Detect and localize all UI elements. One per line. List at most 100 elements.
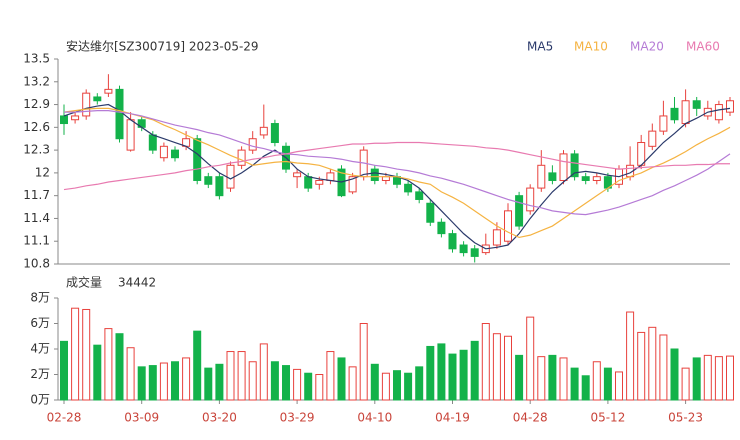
- candle-body: [537, 164, 546, 189]
- volume-bar: [581, 375, 590, 401]
- candle-body: [304, 176, 313, 189]
- candle-body: [714, 104, 723, 121]
- candle-body: [515, 195, 524, 227]
- x-tick-label: 04-19: [435, 411, 470, 425]
- candle-body: [259, 126, 268, 136]
- volume-bar: [337, 357, 346, 401]
- candle-body: [293, 172, 302, 178]
- volume-bar: [703, 354, 712, 401]
- volume-bar: [237, 351, 246, 401]
- candle-body: [470, 248, 479, 257]
- volume-bar: [326, 351, 335, 401]
- y-tick-label: 11.7: [23, 188, 50, 202]
- volume-bar: [137, 366, 146, 401]
- candle-body: [326, 172, 335, 181]
- candle-body: [404, 183, 413, 193]
- volume-bar: [537, 356, 546, 401]
- volume-bar: [159, 362, 168, 401]
- candle-body: [226, 164, 235, 189]
- candle-body: [681, 100, 690, 125]
- volume-bar: [681, 367, 690, 401]
- candle-body: [159, 145, 168, 159]
- ma-line: [64, 110, 731, 216]
- candle-body: [82, 92, 91, 117]
- volume-bar: [670, 348, 679, 401]
- candle-body: [71, 115, 80, 121]
- candle-body: [459, 244, 468, 254]
- volume-bar: [226, 351, 235, 401]
- volume-bar: [426, 345, 435, 401]
- x-tick-label: 03-20: [202, 411, 237, 425]
- x-tick-label: 02-28: [47, 411, 82, 425]
- legend-label: MA60: [686, 40, 720, 54]
- y-tick-label: 13.5: [23, 52, 50, 66]
- volume-bar: [248, 361, 257, 401]
- volume-bar: [204, 367, 213, 401]
- y-tick-label: 12.3: [23, 143, 50, 157]
- volume-bar: [182, 357, 191, 401]
- volume-bar: [148, 365, 157, 401]
- candle-body: [648, 130, 657, 147]
- volume-bar: [293, 368, 302, 401]
- chart-title: 安达维尔[SZ300719] 2023-05-29: [66, 39, 259, 54]
- legend-label: MA10: [574, 40, 608, 54]
- candle-body: [415, 191, 424, 200]
- y-tick-label: 2万: [30, 367, 50, 381]
- y-tick-label: 6万: [30, 316, 50, 330]
- candle-body: [437, 221, 446, 235]
- candle-body: [193, 138, 202, 181]
- volume-bar: [559, 357, 568, 401]
- volume-bar: [82, 308, 91, 401]
- candle-body: [526, 187, 535, 212]
- volume-bar: [603, 367, 612, 401]
- volume-bar: [448, 353, 457, 401]
- volume-bar: [615, 371, 623, 401]
- y-tick-label: 8万: [30, 291, 50, 305]
- candle-body: [726, 100, 734, 113]
- candle-body: [670, 107, 679, 121]
- volume-bar: [348, 366, 357, 401]
- candle-body: [637, 142, 646, 166]
- volume-last: 34442: [118, 276, 156, 290]
- volume-bar: [459, 349, 468, 401]
- candle-body: [492, 229, 501, 246]
- candle-body: [581, 176, 590, 181]
- volume-bar: [692, 357, 701, 401]
- y-tick-label: 11.4: [23, 211, 50, 225]
- y-tick-label: 0万: [30, 393, 50, 407]
- volume-bar: [481, 323, 490, 401]
- candle-body: [548, 172, 557, 181]
- candle-body: [60, 115, 68, 125]
- candle-body: [126, 119, 135, 151]
- volume-bar: [648, 326, 657, 401]
- ma-line: [63, 107, 731, 239]
- x-tick-label: 03-29: [280, 411, 315, 425]
- volume-bar: [104, 328, 113, 401]
- volume-bar: [492, 333, 501, 401]
- candle-body: [315, 179, 324, 185]
- candle-body: [204, 176, 213, 185]
- volume-bar: [526, 316, 535, 401]
- candle-body: [237, 149, 246, 166]
- candle-body: [592, 176, 601, 181]
- volume-bar: [381, 372, 390, 401]
- x-tick-label: 03-09: [124, 411, 159, 425]
- volume-bar: [437, 343, 446, 401]
- volume-bar: [470, 340, 479, 401]
- volume-bar: [115, 333, 124, 401]
- volume-bar: [215, 363, 224, 401]
- y-tick-label: 12.9: [23, 97, 50, 111]
- volume-bar: [726, 355, 734, 401]
- volume-bar: [315, 374, 324, 401]
- candle-body: [93, 96, 102, 102]
- volume-bar: [270, 361, 279, 401]
- volume-bar: [570, 367, 579, 401]
- candle-body: [692, 100, 701, 109]
- candle-body: [659, 115, 668, 132]
- candle-body: [148, 134, 157, 151]
- candle-body: [426, 202, 435, 223]
- candle-body: [370, 168, 379, 181]
- volume-bar: [126, 347, 135, 401]
- y-tick-label: 12.6: [23, 120, 50, 134]
